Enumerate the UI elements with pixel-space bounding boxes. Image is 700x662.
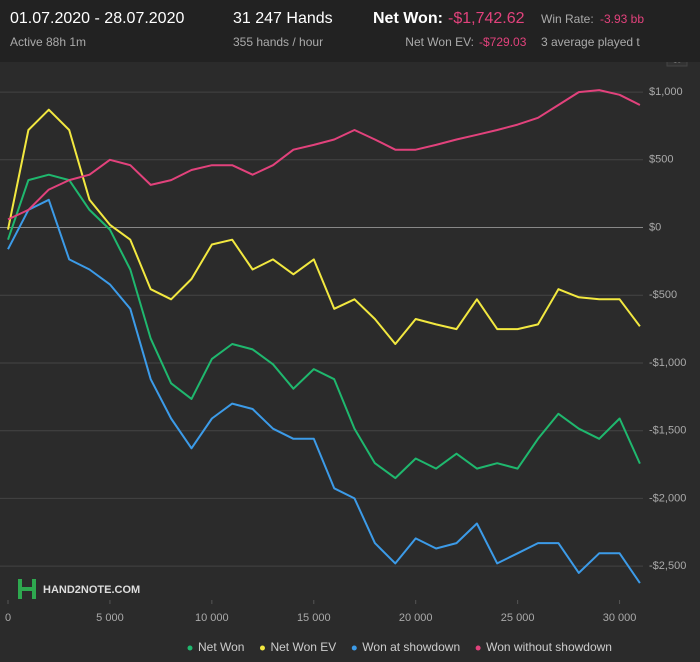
y-tick-label: $500 [649, 154, 673, 166]
y-tick-label: -$1,000 [649, 357, 686, 369]
x-tick-label: 5 000 [96, 612, 124, 624]
x-tick-label: 25 000 [501, 612, 535, 624]
date-range: 01.07.2020 - 28.07.2020 [10, 10, 185, 27]
legend-label: Net Won EV [270, 640, 336, 654]
logo-icon [18, 579, 36, 599]
ev-label: Net Won EV: [405, 35, 474, 49]
active-time: Active 88h 1m [10, 35, 87, 49]
axis-panel [643, 62, 700, 600]
y-tick-label: -$2,000 [649, 492, 686, 504]
legend: Net Won Net Won EV Won at showdown Won with… [187, 640, 612, 654]
hands-rate: 355 hands / hour [233, 35, 324, 49]
x-tick-label: 10 000 [195, 612, 229, 624]
x-tick-label: 0 [5, 612, 11, 624]
win-rate: -3.93 bb [600, 12, 645, 26]
legend-label: Net Won [198, 640, 244, 654]
ev-value: -$729.03 [479, 35, 527, 49]
y-tick-label: -$2,500 [649, 560, 686, 572]
series-line [7, 89, 641, 221]
header: 01.07.2020 - 28.07.2020 Active 88h 1m 31… [0, 0, 700, 62]
net-won: -$1,742.62 [448, 10, 525, 27]
x-tick-label: 20 000 [399, 612, 433, 624]
series-line [7, 198, 641, 584]
series-line [7, 173, 641, 480]
hands: 31 247 Hands [233, 10, 333, 27]
win-rate-label: Win Rate: [541, 12, 594, 26]
legend-dot [475, 645, 481, 651]
net-won-label: Net Won: [373, 10, 443, 27]
legend-label: Won without showdown [486, 640, 612, 654]
legend-dot [259, 645, 265, 651]
logo-text: HAND2NOTE.COM [43, 584, 140, 596]
y-tick-label: $1,000 [649, 86, 683, 98]
legend-dot [351, 645, 357, 651]
tables: 3 average played t [541, 35, 640, 49]
legend-dot [187, 645, 193, 651]
y-tick-label: $0 [649, 221, 661, 233]
x-tick-label: 30 000 [603, 612, 637, 624]
y-tick-label: -$500 [649, 289, 677, 301]
y-tick-label: -$1,500 [649, 425, 686, 437]
x-tick-label: 15 000 [297, 612, 331, 624]
legend-label: Won at showdown [362, 640, 460, 654]
series-line [7, 108, 641, 345]
logo: HAND2NOTE.COM [18, 579, 140, 599]
